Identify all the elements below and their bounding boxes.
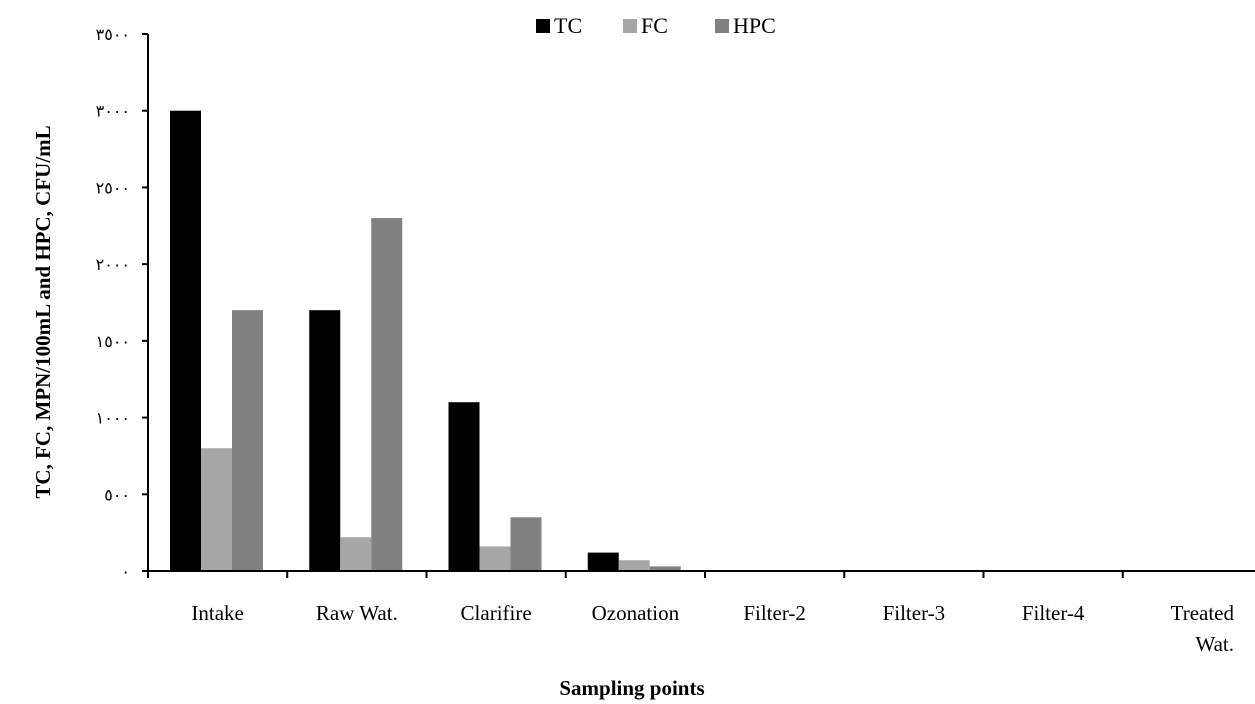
x-tick-label: Clarifire [461,601,532,625]
legend: TC FC HPC [536,13,776,38]
y-ticks: ٠ ٥٠٠ ١٠٠٠ ١٥٠٠ ٢٠٠٠ ٢٥٠٠ ٣٠٠٠ ٣٥٠٠ [96,25,148,581]
legend-swatch-fc [623,19,637,33]
x-tick-label: Ozonation [592,601,680,625]
bar-fc-intake [201,448,232,571]
x-axis-title: Sampling points [559,676,704,700]
bar-fc-raw-wat [340,537,372,571]
legend-label-tc: TC [554,13,582,38]
bar-hpc-ozonation [649,566,681,571]
x-tick-label: Wat. [1195,632,1234,656]
y-tick-label: ١٥٠٠ [96,332,130,351]
y-tick-label: ٣٥٠٠ [96,25,130,44]
x-tick-label: Intake [191,601,243,625]
bar-hpc-raw-wat [371,218,403,571]
y-tick-label: ٥٠٠ [104,485,130,504]
bar-tc-ozonation [587,552,619,571]
bar-tc-raw-wat [309,310,341,571]
bars [170,110,681,571]
bar-hpc-intake [232,310,263,571]
legend-label-fc: FC [641,13,668,38]
y-tick-label: ٢٠٠٠ [96,255,130,274]
y-axis-title: TC, FC, MPN/100mL and HPC, CFU/mL [31,125,55,498]
legend-swatch-tc [536,19,550,33]
y-tick-label: ٠ [121,562,130,581]
bar-hpc-clarifire [510,517,542,571]
x-tick-label: Treated [1171,601,1235,625]
x-tick-label: Filter-2 [743,601,806,625]
y-tick-label: ٣٠٠٠ [96,102,130,121]
legend-swatch-hpc [715,19,729,33]
bar-tc-intake [170,110,201,571]
x-ticks: Intake Raw Wat. Clarifire Ozonation Filter-2… [147,571,1235,656]
bar-fc-clarifire [479,546,511,571]
legend-label-hpc: HPC [733,13,776,38]
x-tick-label: Raw Wat. [316,601,398,625]
y-tick-label: ٢٥٠٠ [96,178,130,197]
x-tick-label: Filter-4 [1022,601,1085,625]
y-tick-label: ١٠٠٠ [96,409,130,428]
axes [147,34,1255,572]
x-tick-label: Filter-3 [883,601,946,625]
bar-fc-ozonation [618,560,650,571]
bar-tc-clarifire [448,402,480,571]
